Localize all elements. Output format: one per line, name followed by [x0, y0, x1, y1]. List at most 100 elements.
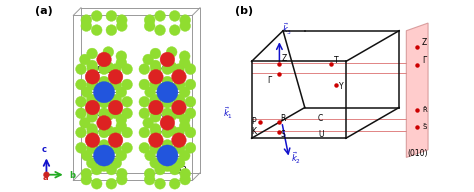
Circle shape	[87, 64, 98, 74]
Circle shape	[103, 125, 114, 136]
Circle shape	[169, 25, 180, 36]
Circle shape	[44, 172, 49, 178]
Circle shape	[87, 142, 98, 153]
Circle shape	[116, 121, 127, 132]
Circle shape	[173, 96, 184, 107]
Text: Z: Z	[422, 38, 427, 47]
Circle shape	[139, 108, 150, 119]
Circle shape	[97, 116, 111, 130]
Text: Γ: Γ	[422, 56, 426, 65]
Circle shape	[162, 161, 173, 171]
Circle shape	[91, 178, 102, 189]
Circle shape	[76, 96, 86, 107]
Circle shape	[169, 11, 180, 21]
Circle shape	[85, 133, 100, 147]
Circle shape	[87, 108, 98, 119]
Circle shape	[162, 108, 173, 119]
Circle shape	[180, 21, 191, 31]
Circle shape	[111, 79, 122, 90]
Circle shape	[76, 108, 86, 119]
Circle shape	[174, 79, 185, 90]
Circle shape	[76, 142, 86, 153]
Circle shape	[122, 127, 132, 138]
Circle shape	[86, 94, 97, 105]
Circle shape	[139, 79, 150, 90]
Circle shape	[179, 114, 190, 125]
Circle shape	[111, 94, 122, 105]
Circle shape	[86, 79, 97, 90]
Circle shape	[103, 47, 114, 57]
Circle shape	[173, 108, 184, 119]
Circle shape	[99, 64, 109, 74]
Circle shape	[166, 62, 177, 72]
Circle shape	[144, 21, 155, 31]
Circle shape	[162, 97, 173, 108]
Circle shape	[150, 143, 161, 153]
Circle shape	[80, 54, 90, 65]
Text: a: a	[43, 173, 48, 181]
Circle shape	[117, 15, 127, 26]
Circle shape	[87, 127, 98, 138]
Text: U: U	[318, 130, 324, 139]
Circle shape	[179, 121, 190, 132]
Circle shape	[150, 123, 161, 134]
Circle shape	[174, 143, 185, 153]
Circle shape	[116, 51, 127, 62]
Circle shape	[139, 142, 150, 153]
Text: R: R	[281, 114, 286, 123]
Circle shape	[93, 82, 115, 103]
Text: P: P	[252, 118, 256, 126]
Circle shape	[144, 174, 155, 185]
Circle shape	[87, 79, 98, 90]
Circle shape	[162, 127, 173, 138]
Polygon shape	[406, 23, 428, 157]
Circle shape	[185, 64, 196, 74]
Circle shape	[172, 70, 186, 84]
Circle shape	[81, 174, 91, 185]
Text: Y: Y	[338, 82, 343, 91]
Circle shape	[82, 150, 92, 161]
Text: Γ: Γ	[267, 76, 272, 85]
Circle shape	[151, 127, 161, 138]
Circle shape	[173, 142, 184, 153]
Circle shape	[166, 125, 177, 136]
Circle shape	[173, 127, 184, 138]
Text: Z: Z	[282, 54, 287, 63]
Circle shape	[148, 100, 163, 115]
Circle shape	[157, 145, 178, 166]
Circle shape	[179, 57, 190, 68]
Circle shape	[82, 87, 92, 98]
Text: $\vec{k}_2$: $\vec{k}_2$	[292, 150, 301, 166]
Circle shape	[110, 64, 121, 74]
Circle shape	[150, 48, 161, 59]
Circle shape	[81, 15, 91, 26]
Circle shape	[99, 96, 109, 107]
Circle shape	[117, 174, 127, 185]
Text: (010): (010)	[407, 149, 428, 157]
Text: c: c	[42, 145, 47, 154]
Circle shape	[173, 79, 184, 90]
Circle shape	[116, 87, 127, 98]
Circle shape	[99, 142, 109, 153]
Circle shape	[91, 164, 102, 175]
Circle shape	[99, 76, 109, 87]
Circle shape	[97, 52, 111, 67]
Text: T: T	[334, 56, 338, 65]
Circle shape	[180, 15, 191, 26]
Circle shape	[76, 79, 86, 90]
Text: (a): (a)	[35, 6, 53, 16]
Circle shape	[81, 168, 91, 179]
Circle shape	[116, 150, 127, 161]
Circle shape	[108, 100, 123, 115]
Circle shape	[80, 118, 90, 128]
Circle shape	[86, 158, 97, 168]
Circle shape	[162, 142, 173, 153]
Circle shape	[139, 64, 150, 74]
Circle shape	[87, 48, 98, 59]
Circle shape	[143, 54, 154, 65]
Circle shape	[144, 15, 155, 26]
Circle shape	[106, 164, 117, 175]
Circle shape	[150, 112, 161, 122]
Circle shape	[99, 97, 109, 108]
Circle shape	[87, 60, 98, 71]
